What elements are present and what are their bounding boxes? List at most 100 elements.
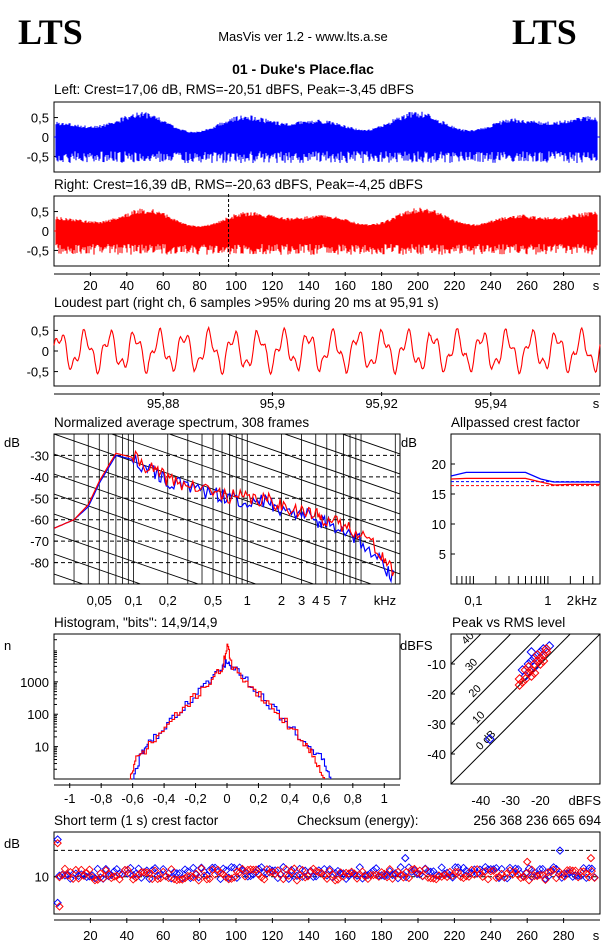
short-term-x-tick-label: s	[593, 928, 600, 943]
right_wave-x-tick-label: 160	[334, 278, 356, 293]
allpass-x-tick-label: kHz	[575, 593, 597, 608]
short-term-point-right	[524, 876, 534, 885]
short-term-outlier-right	[586, 853, 596, 863]
peak-rms-point-right	[529, 668, 540, 678]
short-term-point-right	[554, 867, 564, 876]
short-term-point-right	[205, 874, 214, 883]
spectrum-x-tick-label: 2	[278, 593, 285, 608]
crest-line-label: 20	[467, 683, 484, 700]
spectrum-diag	[54, 234, 400, 354]
short-term-point-right	[71, 865, 81, 875]
crest-line	[451, 634, 542, 725]
histogram-series-right	[129, 643, 326, 780]
peak-rms-point-right	[517, 677, 528, 687]
short-term-point-left	[180, 865, 190, 874]
short-term-point-right	[328, 870, 337, 879]
short-term-x-tick-label: 180	[371, 928, 393, 943]
short-term-title: Short term (1 s) crest factor	[54, 813, 219, 828]
spectrum-x-tick-label: 4	[312, 593, 319, 608]
short-term-point-right	[399, 873, 408, 882]
short-term-point-left	[137, 873, 146, 882]
spectrum-x-tick-label: kHz	[374, 593, 396, 608]
short-term-point-right	[568, 866, 577, 875]
short-term-point-right	[371, 870, 381, 880]
histogram-x-tick-label: -0,8	[90, 791, 112, 806]
right_wave-x-tick-label: 180	[371, 278, 393, 293]
allpass-x-tick-label: 1	[544, 593, 551, 608]
spectrum-y-tick-label: -60	[30, 513, 49, 528]
short-term-point-left	[497, 864, 506, 874]
spectrum-series-left	[54, 454, 395, 584]
peak-rms-point-left	[532, 650, 543, 660]
short-term-point-right	[437, 872, 446, 881]
short-term-point-left	[159, 864, 168, 874]
short-term-point-right	[393, 867, 403, 877]
spectrum-diag	[54, 453, 400, 575]
spectrum-x-tick-label: 0,2	[159, 593, 177, 608]
short-term-point-left	[74, 871, 83, 881]
right_wave-x-tick-label: 80	[192, 278, 206, 293]
allpass-x-tick-label: 2	[567, 593, 574, 608]
histogram-y-tick-label: 10	[35, 740, 49, 755]
loudest-x-tick-label: 95,94	[475, 396, 508, 411]
short-term-point-right	[483, 875, 493, 884]
histogram-x-tick-label: 1	[381, 791, 388, 806]
short-term-point-right	[350, 869, 359, 878]
peak-rms-point-right	[535, 659, 546, 669]
short-term-outlier-left	[53, 898, 62, 908]
allpass-y-unit: dB	[401, 435, 417, 450]
peak-rms-point-right	[526, 671, 537, 681]
peak-rms-point-left	[529, 653, 540, 663]
short-term-point-right	[262, 865, 272, 874]
short-term-x-tick-label: 220	[444, 928, 466, 943]
right_wave-trace	[55, 207, 598, 255]
short-term-point-right	[339, 872, 348, 881]
loudest-x-tick-label: 95,92	[365, 396, 398, 411]
loudest-y-tick-label: -0,5	[27, 365, 49, 380]
crest-line	[451, 634, 600, 784]
short-term-point-right	[150, 866, 160, 875]
histogram-x-tick-label: 0,8	[344, 791, 362, 806]
short-term-point-right	[355, 870, 364, 879]
short-term-point-right	[511, 867, 520, 876]
short-term-point-right	[543, 867, 553, 877]
spectrum-diag	[167, 434, 400, 515]
right_wave-x-tick-label: 220	[444, 278, 466, 293]
short-term-point-right	[459, 873, 468, 883]
left_wave-y-tick-label: -0,5	[27, 149, 49, 164]
short-term-point-right	[257, 873, 266, 882]
spectrum-y-tick-label: -80	[30, 556, 49, 571]
spectrum-grid	[54, 234, 400, 584]
histogram-x-tick-label: 0,4	[281, 791, 299, 806]
short-term-point-right	[240, 872, 250, 881]
right_wave-x-tick-label: s	[593, 278, 600, 293]
short-term-y-tick-label: 10	[35, 870, 49, 885]
logo-left: LTS	[18, 12, 83, 52]
spectrum-diag	[225, 434, 400, 495]
short-term-point-left	[238, 866, 247, 875]
histogram-x-tick-label: -0,2	[184, 791, 206, 806]
checksum-value: 256 368 236 665 694	[473, 813, 601, 828]
short-term-point-right	[58, 871, 67, 880]
short-term-point-right	[442, 872, 452, 882]
short-term-point-left	[325, 865, 334, 874]
crest-line-label: 30	[463, 656, 480, 673]
plot-layer: 0,50-0,50,50-0,520 40 60 80 100 120 140 160 180 2…	[20, 101, 601, 943]
short-term-point-right	[145, 868, 154, 878]
short-term-point-right	[412, 868, 422, 878]
short-term-point-right	[421, 865, 430, 874]
short-term-outlier-right	[55, 902, 64, 911]
short-term-point-right	[380, 869, 389, 879]
spectrum-frame	[53, 433, 401, 585]
short-term-point-right	[552, 873, 561, 883]
short-term-point-left	[287, 865, 296, 875]
short-term-point-right	[404, 873, 414, 883]
crest-line	[451, 634, 482, 665]
app-title: MasVis ver 1.2 - www.lts.a.se	[218, 29, 388, 44]
allpass-title: Allpassed crest factor	[451, 415, 581, 430]
short-term-point-left	[93, 864, 102, 874]
peak-rms-x-unit: dBFS	[568, 793, 601, 808]
right_wave-x-tick-label: 100	[225, 278, 247, 293]
peak-rms-title: Peak vs RMS level	[452, 615, 565, 630]
